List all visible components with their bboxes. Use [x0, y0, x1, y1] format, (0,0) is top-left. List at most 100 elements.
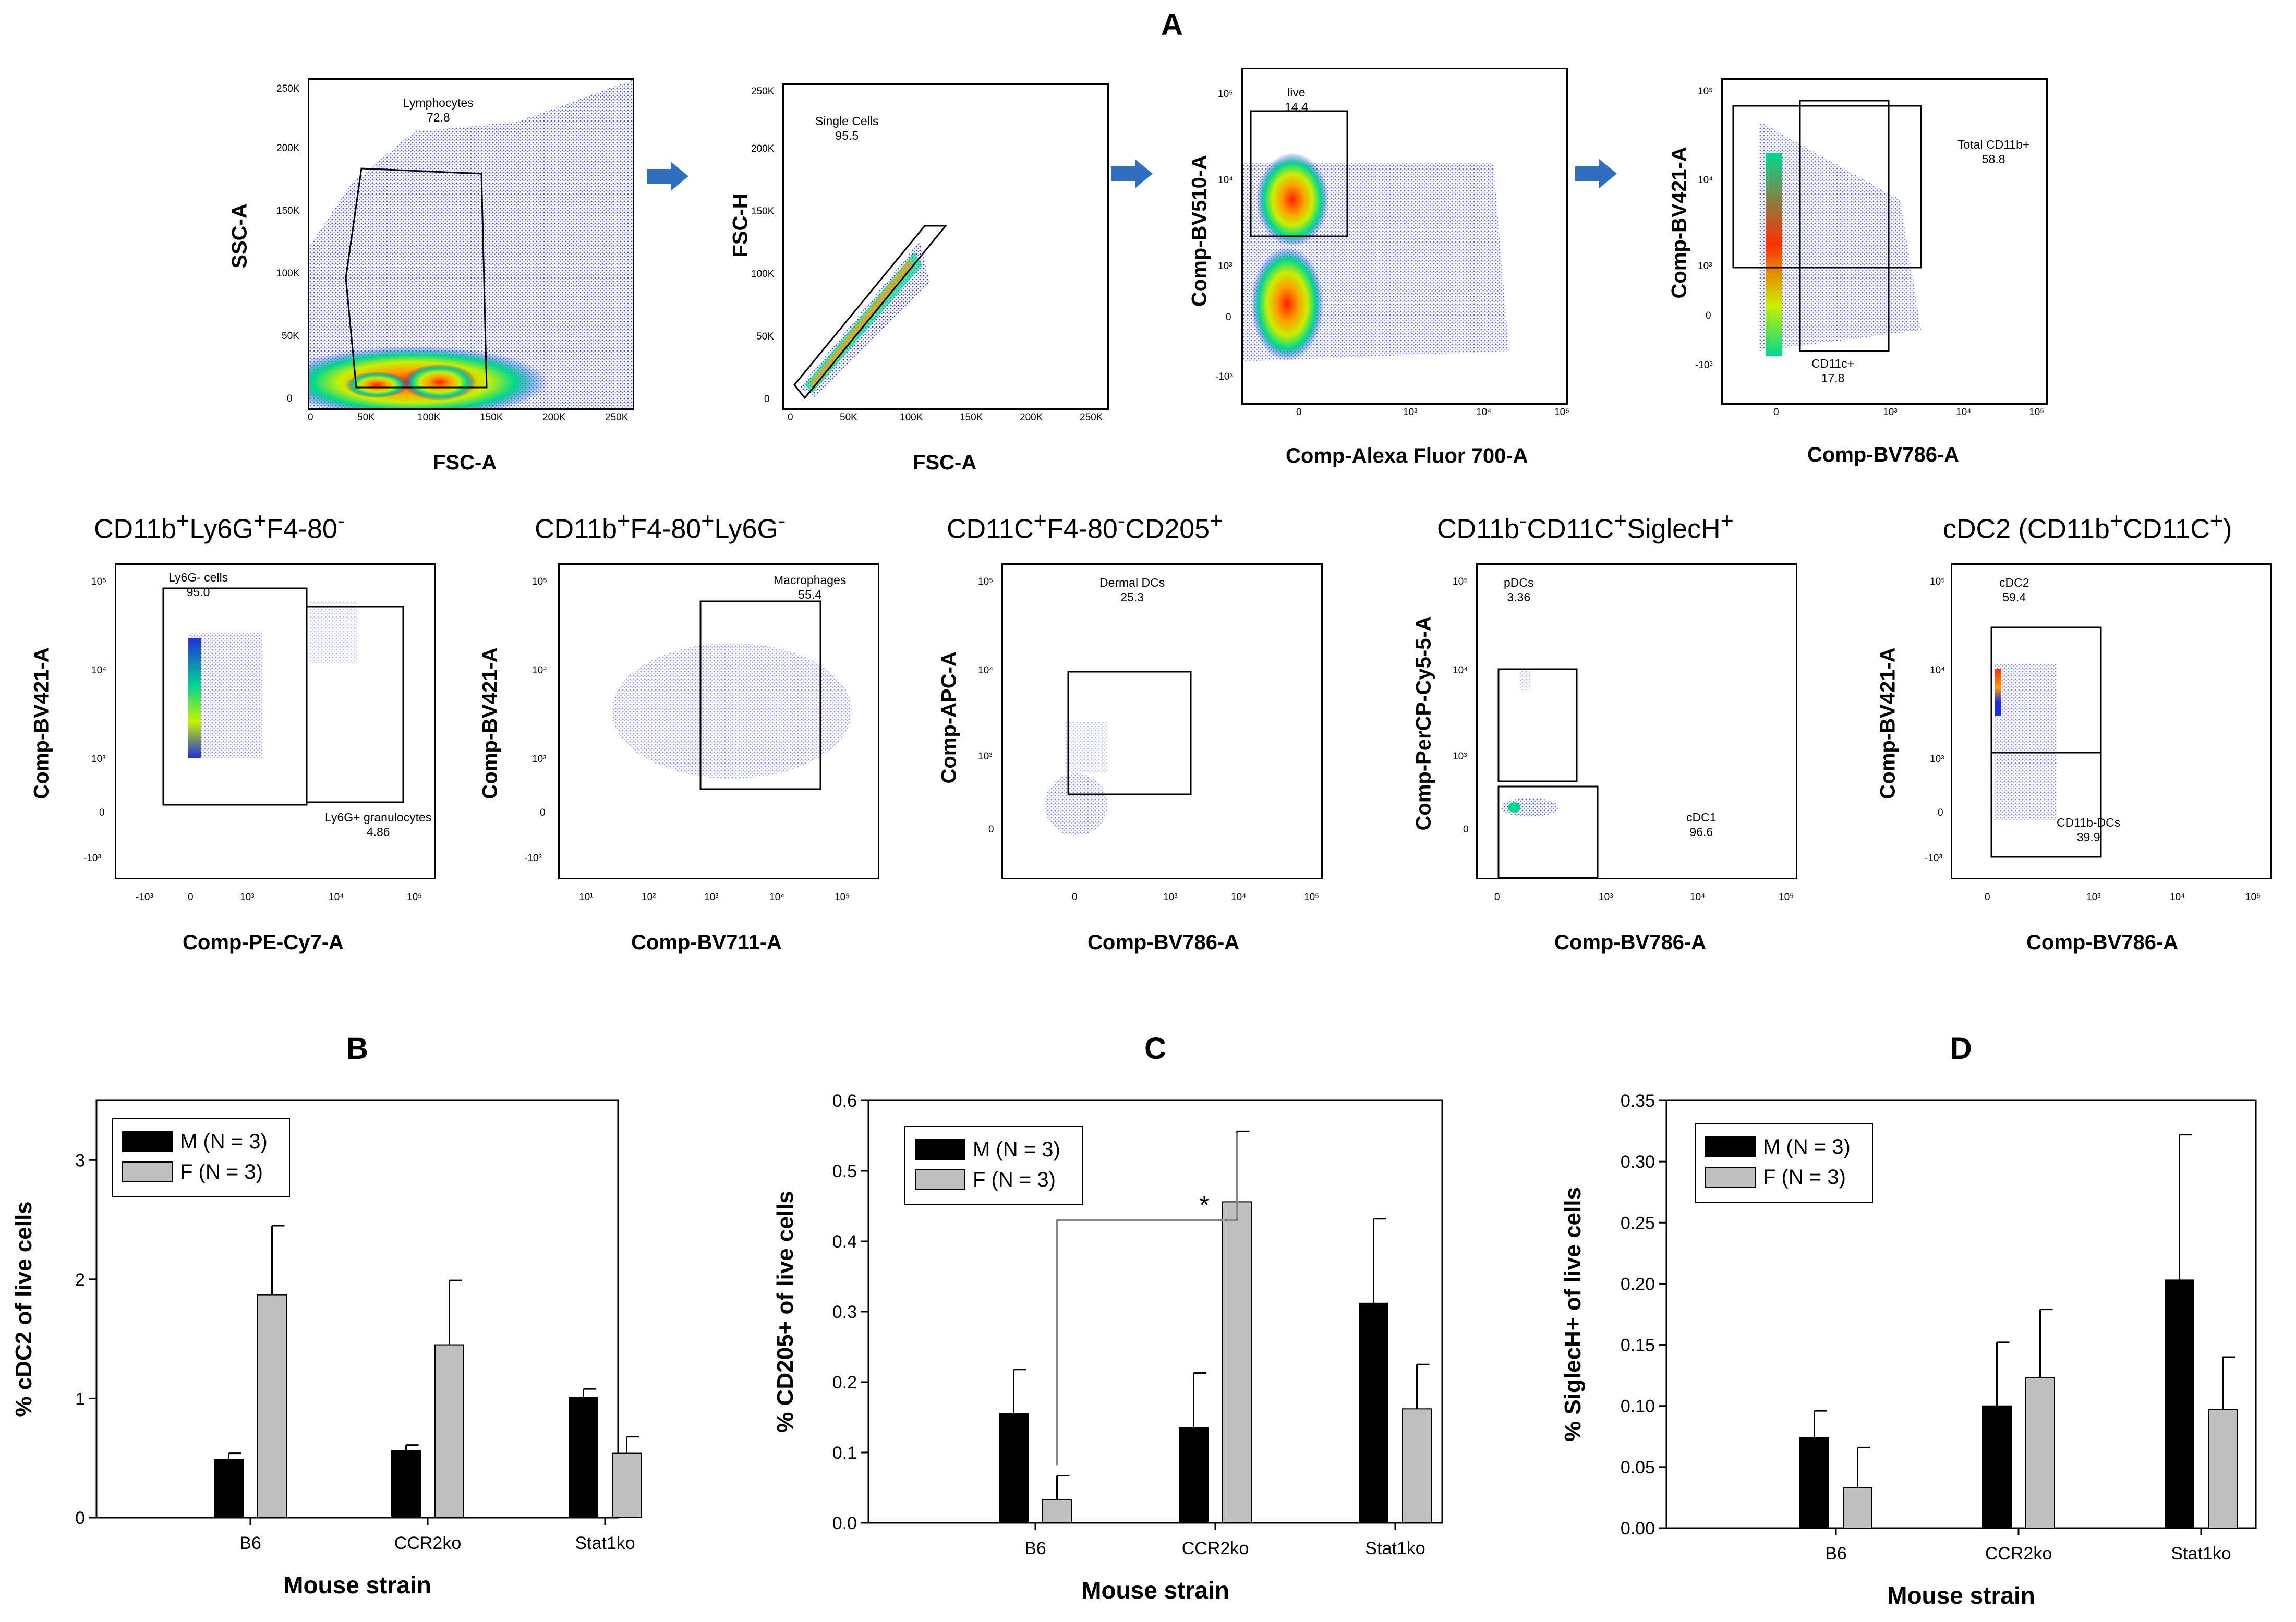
bar-chart-c: C 0.0 0.1 0.2 0.3 0.4 0.5 0.6 % CD205+ of live c… [772, 1033, 1443, 1604]
bar [1402, 1408, 1432, 1523]
y-tick: 50K [756, 331, 774, 342]
y-tick: -10³ [1695, 360, 1713, 371]
scatter-plot-area: Macrophages 55.4 [558, 563, 879, 879]
y-tick: 10⁴ [1698, 175, 1713, 186]
x-tick: 0 [788, 412, 793, 423]
gate-ly6g-neg-label: Ly6G- cells 95.0 [168, 571, 228, 599]
y-axis-label: Comp-BV421-A [1876, 647, 1900, 800]
bar [1359, 1302, 1388, 1523]
y-tick-label: 0.1 [832, 1443, 857, 1463]
y-tick: 10⁵ [1218, 89, 1234, 100]
dot-cloud [1243, 110, 1509, 361]
y-axis-label: SSC-A [228, 203, 251, 269]
y-tick-label: 0.15 [1621, 1336, 1655, 1355]
x-axis-label: FSC-A [433, 451, 497, 474]
x-tick: 50K [357, 412, 375, 423]
x-axis-label: Mouse strain [283, 1571, 431, 1599]
y-tick-label: 0.2 [832, 1373, 857, 1393]
legend: M (N = 3) F (N = 3) [1695, 1123, 1873, 1203]
y-tick: 200K [751, 143, 775, 154]
bar [999, 1413, 1029, 1523]
y-tick: 10⁴ [532, 665, 548, 676]
x-tick: -10³ [136, 892, 153, 903]
arrow-icon [1111, 159, 1153, 188]
x-tick: 0 [1773, 407, 1779, 418]
x-tick: 10⁵ [1304, 892, 1320, 903]
gate-lymphocytes-label: Lymphocytes 72.8 [403, 96, 474, 124]
y-tick: 200K [276, 143, 300, 154]
bar [1843, 1487, 1872, 1529]
population-plot-4: pDCs 3.36 cDC1 96.6 Comp-PerCP-Cy5-5-A Com… [1382, 563, 1826, 981]
x-tick: 10² [642, 892, 656, 903]
y-tick: 0 [764, 394, 770, 405]
y-tick: -10³ [1215, 371, 1233, 382]
y-tick: 0 [1706, 310, 1711, 321]
y-tick: 10³ [978, 751, 993, 762]
gate-cd11c-label: CD11c+ 17.8 [1811, 357, 1855, 385]
x-tick: 0 [308, 412, 313, 423]
y-tick: 250K [276, 83, 300, 94]
x-axis-label: Mouse strain [1081, 1577, 1229, 1604]
gate-total-cd11b-label: Total CD11b+ 58.8 [1957, 138, 2030, 166]
x-axis-label: FSC-A [913, 451, 977, 474]
y-tick: 10⁴ [1218, 175, 1234, 186]
gate-cd11b-dcs-label: CD11b-DCs 39.9 [2057, 816, 2121, 844]
y-tick: 10³ [1698, 261, 1712, 272]
legend-label: F (N = 3) [973, 1168, 1056, 1191]
x-tick: 10⁴ [1476, 407, 1492, 418]
x-tick: 150K [960, 412, 983, 423]
population-title: cDC2 (CD11b+CD11C+) [1943, 509, 2232, 544]
bar-chart-b: B 0 1 2 3 % cDC2 of live cells Mouse strain B6 C… [11, 1033, 642, 1599]
bar [1179, 1427, 1209, 1523]
scatter-plot-area: Single Cells 95.5 [782, 83, 1109, 410]
y-tick-label: 0.6 [832, 1091, 857, 1111]
dot-cloud [1045, 671, 1192, 836]
legend-label: M (N = 3) [180, 1130, 268, 1153]
gate-live-label: live 14.4 [1285, 86, 1308, 114]
x-axis-label: Comp-BV786-A [2026, 931, 2179, 954]
legend-label: M (N = 3) [1763, 1135, 1851, 1158]
population-plot-1: Ly6G- cells 95.0 Ly6G+ granulocytes 4.86 C… [10, 563, 459, 981]
y-tick: -10³ [524, 853, 542, 864]
bar-chart-d: D 0.00 0.05 0.10 0.15 0.20 0.25 0.30 0.35 % Sigle… [1560, 1033, 2257, 1609]
x-tick: 10³ [1883, 407, 1898, 418]
y-tick: 100K [751, 269, 775, 280]
figure-label-a: A [1161, 8, 1183, 42]
y-axis-label: FSC-H [729, 193, 752, 258]
arrow-icon [647, 162, 688, 191]
population-title: CD11C+F4-80-CD205+ [947, 509, 1223, 544]
x-axis-label: Comp-BV786-A [1087, 931, 1240, 954]
y-tick-label: 0.3 [832, 1302, 857, 1322]
y-tick: 0 [1938, 807, 1943, 818]
y-tick: 10⁴ [91, 665, 107, 676]
scatter-plot-area: Total CD11b+ 58.8 CD11c+ 17.8 [1721, 78, 2048, 405]
x-axis-label: Comp-PE-Cy7-A [183, 931, 344, 954]
bar [257, 1294, 287, 1518]
legend-label: F (N = 3) [1763, 1166, 1846, 1189]
y-axis-label: % cDC2 of live cells [11, 1201, 37, 1417]
gate-single-cells-label: Single Cells 95.5 [815, 114, 879, 142]
dot-cloud [1990, 626, 2102, 858]
y-tick: 150K [751, 206, 775, 217]
legend: M (N = 3) F (N = 3) [112, 1118, 290, 1197]
legend-label: F (N = 3) [180, 1160, 263, 1183]
x-tick-label: B6 [239, 1533, 261, 1553]
x-tick: 10⁵ [1554, 407, 1570, 418]
y-tick-label: 0 [75, 1508, 85, 1528]
x-tick-label: CCR2ko [394, 1533, 461, 1553]
population-title: CD11b+Ly6G+F4-80- [94, 509, 345, 544]
y-tick: 0 [287, 393, 293, 404]
x-tick: 10⁵ [2029, 407, 2045, 418]
legend-label: M (N = 3) [973, 1138, 1060, 1161]
x-tick: 100K [900, 412, 923, 423]
x-tick: 10³ [1599, 892, 1613, 903]
x-tick: 10⁵ [407, 892, 422, 903]
x-tick-label: CCR2ko [1985, 1544, 2052, 1564]
bar [391, 1450, 421, 1518]
bar [2025, 1377, 2055, 1529]
y-tick-label: 1 [75, 1389, 85, 1409]
significance-star: * [1199, 1191, 1209, 1220]
x-tick: 10³ [2086, 892, 2101, 903]
x-axis-label: Comp-BV711-A [631, 931, 782, 954]
bar [2165, 1279, 2194, 1529]
